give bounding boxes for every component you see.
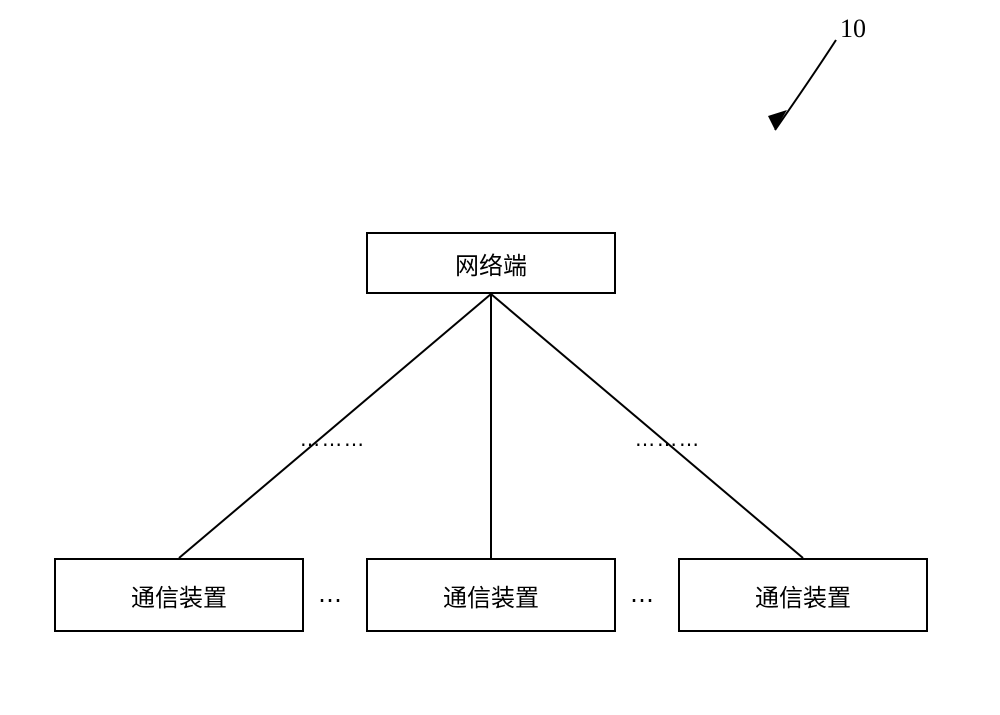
leaf-node-2-label: 通信装置 xyxy=(443,578,539,613)
leaf-node-1: 通信装置 xyxy=(54,558,304,632)
leaf-node-1-label: 通信装置 xyxy=(131,578,227,613)
diagram-canvas: 10 网络端 通信装置 通信装置 通信装置 ⋯⋯⋯ ⋯⋯⋯ ⋯ ⋯ xyxy=(0,0,1000,715)
root-node: 网络端 xyxy=(366,232,616,294)
bottom-ellipsis-1: ⋯ xyxy=(318,586,344,615)
mid-ellipsis-1: ⋯⋯⋯ xyxy=(300,432,366,457)
leaf-node-2: 通信装置 xyxy=(366,558,616,632)
root-node-label: 网络端 xyxy=(455,246,527,281)
leaf-node-3-label: 通信装置 xyxy=(755,578,851,613)
leaf-node-3: 通信装置 xyxy=(678,558,928,632)
bottom-ellipsis-2: ⋯ xyxy=(630,586,656,615)
mid-ellipsis-2: ⋯⋯⋯ xyxy=(635,432,701,457)
reference-label: 10 xyxy=(840,14,866,44)
